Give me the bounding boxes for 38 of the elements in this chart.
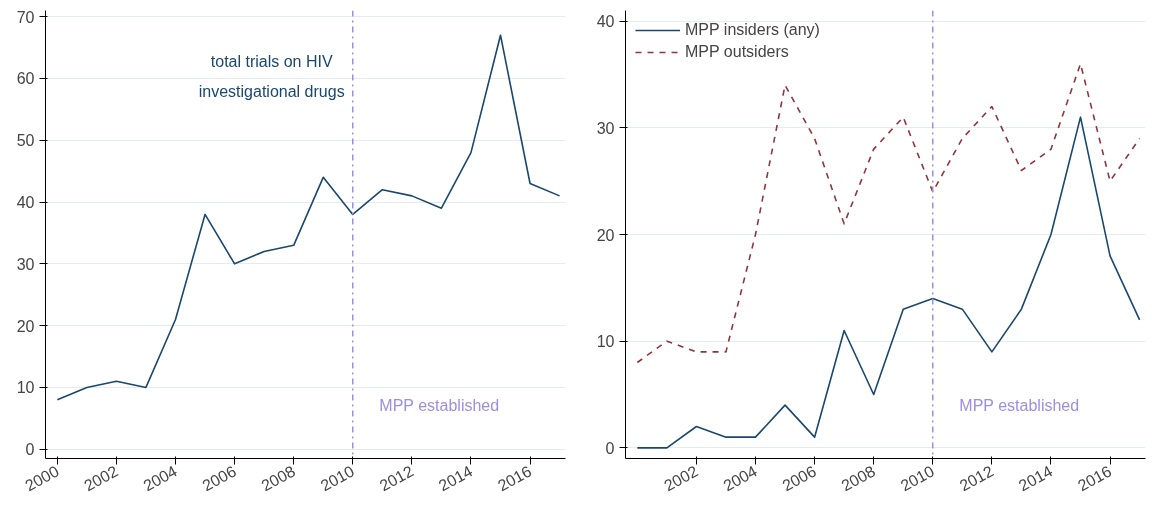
y-tick-label: 40 xyxy=(16,194,35,212)
x-tick-label: 2006 xyxy=(199,462,239,495)
x-tick-label: 2010 xyxy=(317,462,358,495)
x-tick-label: 2000 xyxy=(22,462,62,495)
y-tick-label: 20 xyxy=(16,317,35,335)
x-tick-label: 2004 xyxy=(140,462,180,495)
y-tick-label: 30 xyxy=(16,255,35,273)
annotation: total trials on HIV investigational drugs xyxy=(198,52,345,101)
x-tick-label: 2010 xyxy=(897,462,938,495)
line-series xyxy=(56,34,561,401)
x-tick-label: 2004 xyxy=(720,462,760,495)
y-tick-label: 50 xyxy=(16,132,35,150)
line-series xyxy=(636,116,1141,449)
y-tick-label: 20 xyxy=(596,226,615,244)
x-tick-label: 2008 xyxy=(258,462,299,495)
x-tick-label: 2012 xyxy=(376,462,417,495)
legend-label: MPP insiders (any) xyxy=(685,21,820,39)
x-tick-label: 2016 xyxy=(1074,462,1115,495)
x-tick-label: 2006 xyxy=(779,462,819,495)
x-tick-label: 2012 xyxy=(956,462,997,495)
y-tick-label: 0 xyxy=(25,441,35,459)
line-series xyxy=(636,63,1141,364)
y-tick-label: 10 xyxy=(596,333,615,351)
x-tick-label: 2002 xyxy=(661,462,701,495)
x-tick-label: 2002 xyxy=(81,462,121,495)
legend-label: MPP outsiders xyxy=(685,43,789,61)
y-tick-label: 60 xyxy=(16,70,35,88)
x-tick-label: 2014 xyxy=(435,462,476,495)
x-tick-label: 2014 xyxy=(1015,462,1056,495)
y-tick-label: 40 xyxy=(596,13,615,31)
y-tick-label: 10 xyxy=(16,379,35,397)
y-tick-label: 0 xyxy=(605,439,615,457)
y-tick-label: 30 xyxy=(596,119,615,137)
x-tick-label: 2016 xyxy=(494,462,535,495)
ref-line-label: MPP established xyxy=(379,396,500,414)
y-tick-label: 70 xyxy=(16,8,35,26)
x-tick-label: 2008 xyxy=(838,462,879,495)
ref-line-label: MPP established xyxy=(959,396,1080,414)
